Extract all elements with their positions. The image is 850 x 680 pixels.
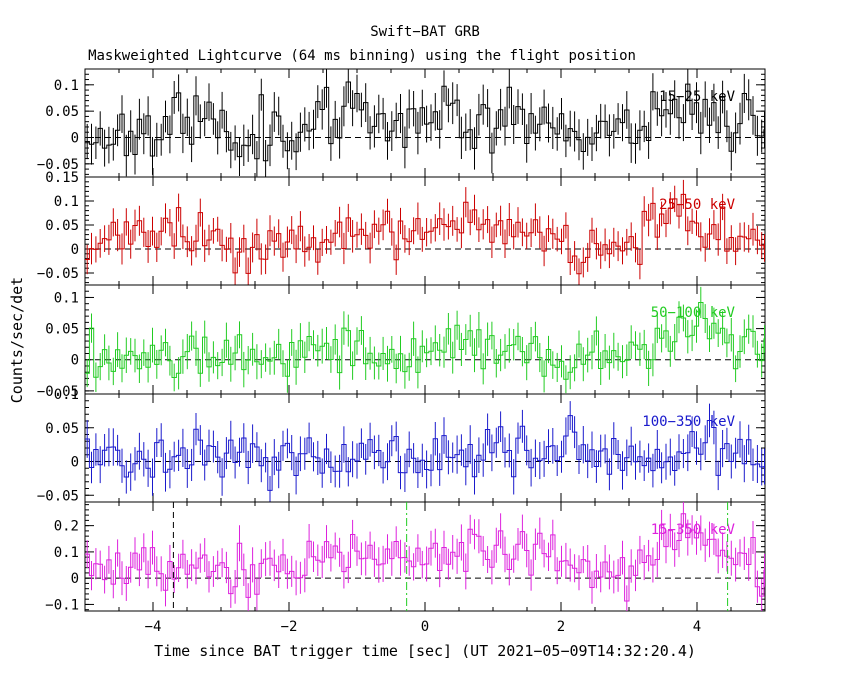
y-tick-label: 0.05 [45, 421, 79, 437]
panel-50-100-kev: −0.05 0 0.05 0.1 50−100 keV [37, 284, 766, 400]
y-tick-label: 0.1 [54, 78, 79, 94]
y-tick-label: −0.05 [37, 384, 79, 400]
error-bars [86, 502, 765, 611]
x-tick-label: 2 [557, 619, 565, 635]
y-tick-label: 0.05 [45, 104, 79, 120]
band-label: 25−50 keV [659, 197, 735, 213]
panel-25-50-kev: −0.05 0 0.05 0.1 0.15 25−50 keV [37, 170, 766, 286]
lightcurve-series [85, 302, 765, 380]
y-tick-label: −0.05 [37, 266, 79, 282]
panel-100-350-kev: −0.05 0 0.05 0.1 100−350 keV [37, 387, 766, 504]
x-tick-label: −2 [281, 619, 298, 635]
y-tick-label: 0 [71, 353, 79, 369]
y-tick-label: −0.1 [45, 597, 79, 613]
y-tick-label: 0 [71, 571, 79, 587]
y-tick-label: 0.05 [45, 322, 79, 338]
y-tick-label: 0.05 [45, 218, 79, 234]
panels: −0.05 0 0.05 0.1 15−25 keV −0.05 0 0.05 0.1 0.15 2… [37, 68, 766, 635]
y-tick-label: 0.15 [45, 170, 79, 186]
y-axis-label: Counts/sec/det [8, 277, 26, 403]
x-tick-label: −4 [145, 619, 162, 635]
lightcurve-series [85, 193, 765, 275]
panel-frame [84, 501, 766, 612]
lightcurve-series [85, 415, 765, 491]
y-tick-label: 0 [71, 130, 79, 146]
band-label: 15−350 keV [651, 522, 736, 538]
x-axis-label: Time since BAT trigger time [sec] (UT 20… [154, 642, 696, 660]
y-tick-label: 0 [71, 455, 79, 471]
chart-subtitle: Maskweighted Lightcurve (64 ms binning) … [88, 48, 636, 64]
lightcurve-series [85, 81, 765, 162]
y-tick-label: 0.2 [54, 519, 79, 535]
panel-15-350-kev: −0.1 0 0.1 0.2 15−350 keV −4 −2 0 2 4 [45, 501, 766, 635]
y-tick-label: 0.1 [54, 545, 79, 561]
x-tick-label: 4 [693, 619, 701, 635]
chart-title: Swift−BAT GRB [370, 24, 480, 40]
x-tick-label: 0 [421, 619, 429, 635]
y-tick-label: 0.1 [54, 194, 79, 210]
band-label: 50−100 keV [651, 305, 736, 321]
band-label: 100−350 keV [642, 414, 735, 430]
band-label: 15−25 keV [659, 89, 735, 105]
y-tick-label: −0.05 [37, 488, 79, 504]
y-tick-label: 0.1 [54, 387, 79, 403]
panel-15-25-kev: −0.05 0 0.05 0.1 15−25 keV [37, 68, 766, 178]
error-bars [86, 69, 765, 177]
error-bars [86, 286, 765, 394]
y-tick-label: −0.05 [37, 157, 79, 173]
y-tick-label: 0 [71, 242, 79, 258]
y-tick-label: 0.1 [54, 290, 79, 306]
lightcurve-series [85, 513, 765, 602]
